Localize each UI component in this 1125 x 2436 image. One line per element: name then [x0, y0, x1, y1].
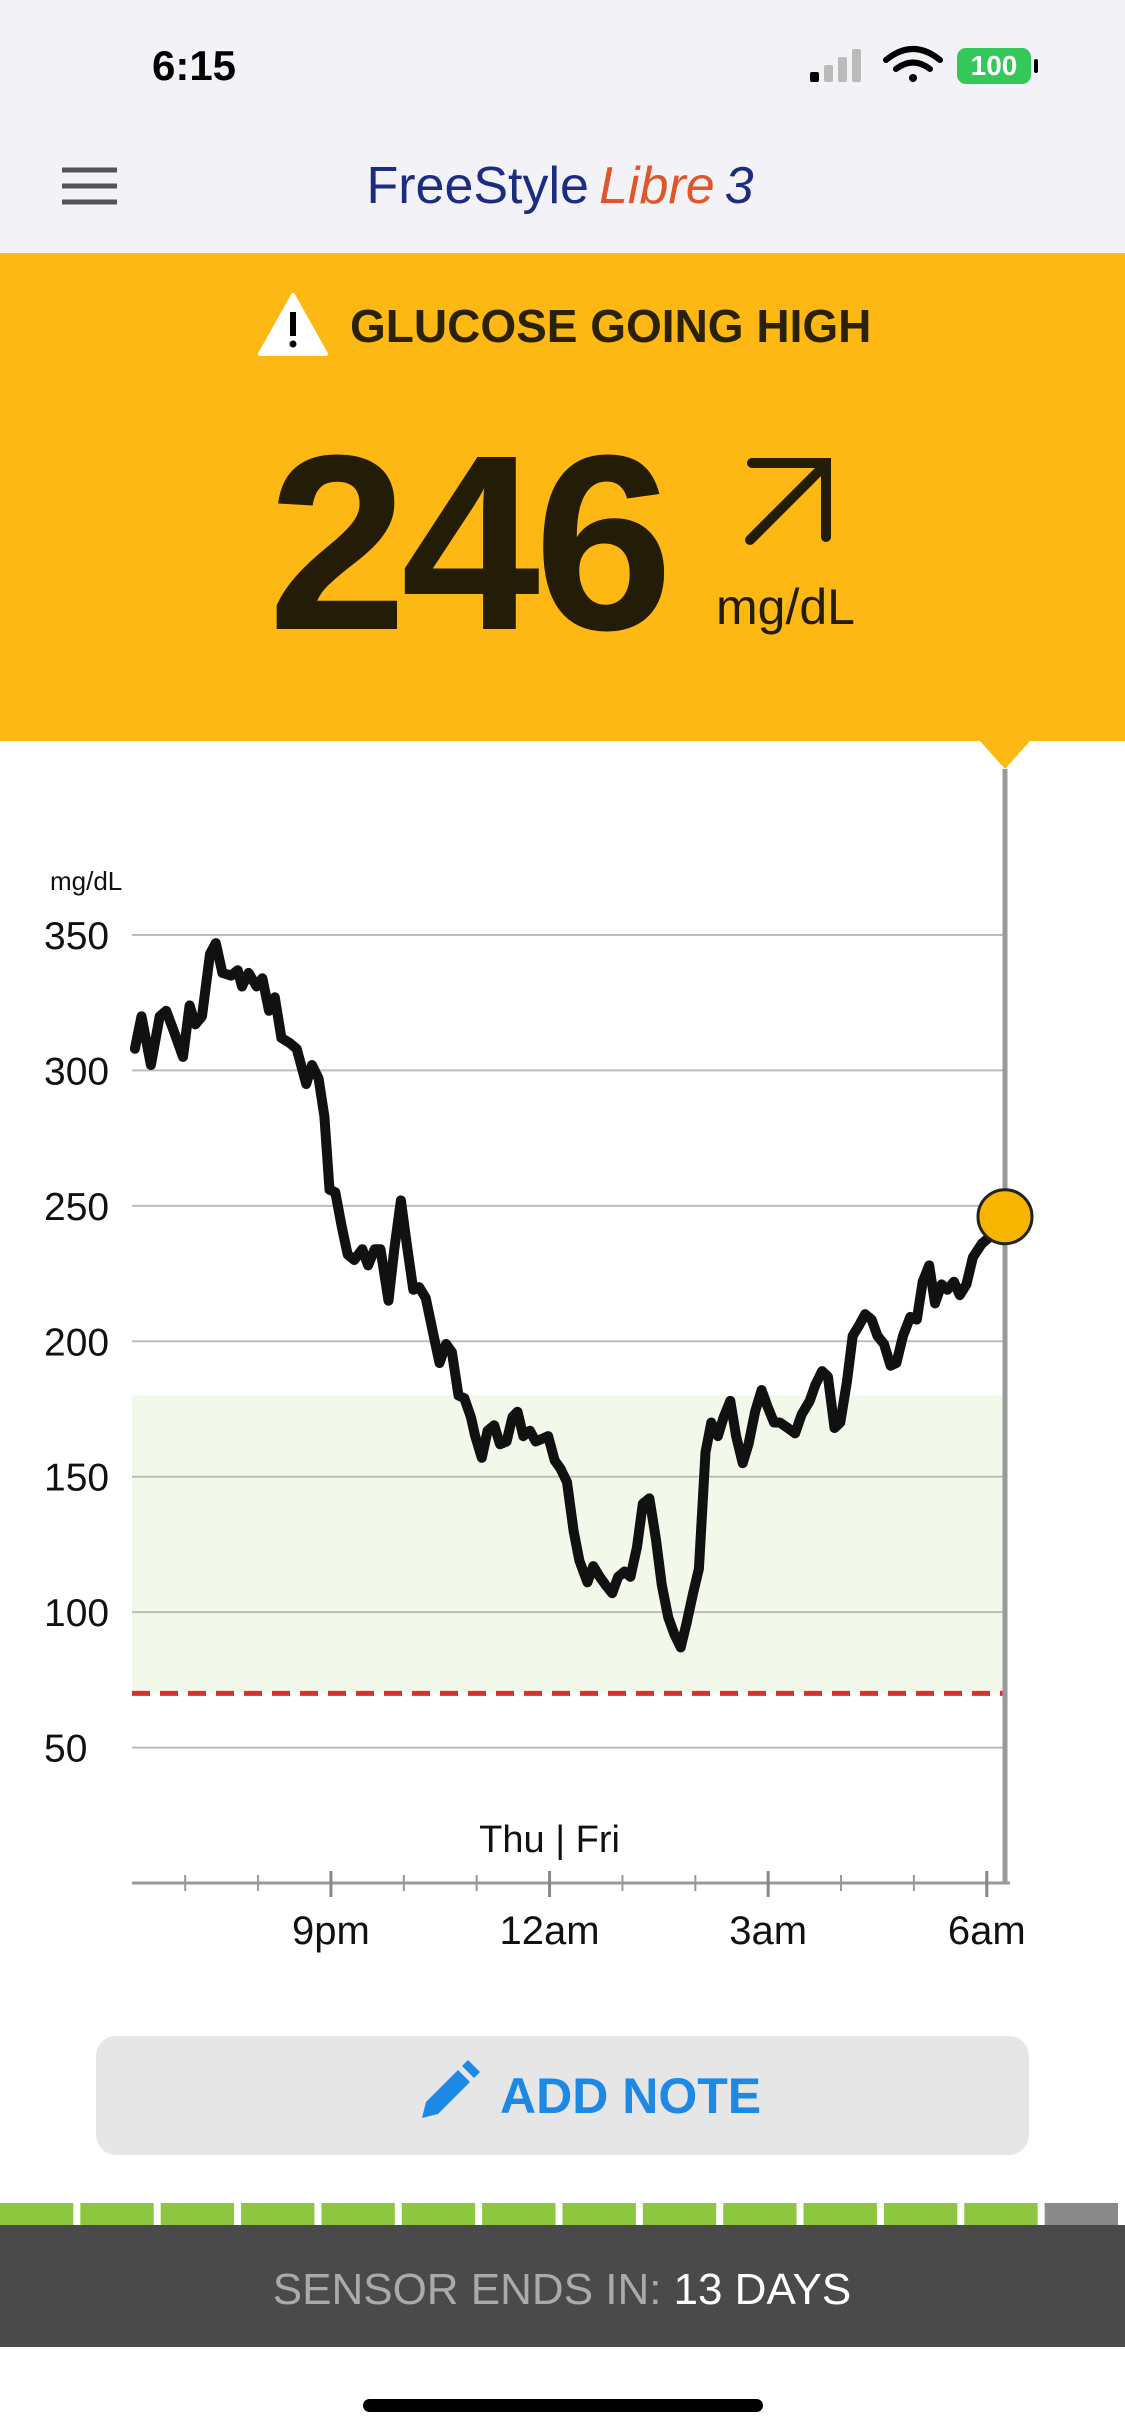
- pencil-icon: [422, 2060, 480, 2118]
- logo-part: 3: [725, 157, 754, 215]
- sensor-segment: [642, 2203, 717, 2225]
- glucose-chart: 50 100 150 200 250 300 350 mg/dL 9pm 12am 3am 6am Th…: [44, 769, 1034, 1953]
- menu-button[interactable]: [62, 167, 117, 205]
- sensor-segment: [401, 2203, 476, 2225]
- y-axis-unit: mg/dL: [50, 866, 122, 896]
- home-indicator: [363, 2399, 763, 2412]
- top-bar: [0, 0, 1125, 253]
- y-tick-label: 350: [44, 915, 109, 958]
- add-note-label[interactable]: ADD NOTE: [500, 2068, 761, 2124]
- sensor-text: SENSOR ENDS IN: 13 DAYS: [273, 2265, 851, 2314]
- sensor-segment: [723, 2203, 797, 2225]
- sensor-segment: [883, 2203, 958, 2225]
- status-time: 6:15: [152, 42, 236, 89]
- add-note-button[interactable]: [96, 2036, 1029, 2155]
- glucose-value: 246: [268, 403, 667, 682]
- sensor-label: SENSOR ENDS IN:: [273, 2265, 662, 2314]
- sensor-segment: [964, 2203, 1038, 2225]
- glucose-line: [129, 938, 1010, 1653]
- glucose-unit: mg/dL: [716, 579, 855, 635]
- sensor-segment: [1044, 2203, 1118, 2225]
- sensor-progress: [0, 2203, 1118, 2225]
- sensor-segment: [0, 2203, 74, 2225]
- y-tick-label: 300: [44, 1050, 109, 1093]
- alert-title: GLUCOSE GOING HIGH: [350, 300, 871, 352]
- logo-part: Libre: [599, 157, 715, 215]
- sensor-segment: [482, 2203, 556, 2225]
- y-tick-label: 100: [44, 1592, 109, 1635]
- y-tick-label: 150: [44, 1457, 109, 1500]
- y-tick-label: 50: [44, 1728, 87, 1771]
- sensor-value: 13 DAYS: [674, 2265, 852, 2314]
- sensor-segment: [80, 2203, 154, 2225]
- y-tick-label: 250: [44, 1186, 109, 1229]
- warning-icon: [258, 293, 328, 356]
- alert-banner: [0, 253, 1125, 741]
- x-tick-label: 12am: [500, 1909, 600, 1953]
- pointer: [980, 741, 1030, 769]
- sensor-segment: [241, 2203, 315, 2225]
- sensor-segment: [321, 2203, 395, 2225]
- sensor-segment: [803, 2203, 877, 2225]
- wifi-icon: [883, 46, 943, 82]
- x-tick-label: 9pm: [292, 1909, 370, 1953]
- sensor-segment: [562, 2203, 636, 2225]
- battery-level: 100: [971, 50, 1018, 81]
- x-tick-label: 6am: [948, 1909, 1026, 1953]
- trend-arrow: [745, 458, 831, 545]
- logo-part: FreeStyle: [366, 157, 589, 215]
- day-label: Thu | Fri: [479, 1819, 620, 1861]
- signal-icon: [810, 49, 861, 82]
- target-range: [132, 1395, 1005, 1694]
- battery-icon: 100: [957, 48, 1038, 84]
- sensor-bar: [0, 2225, 1125, 2347]
- y-tick-label: 200: [44, 1321, 109, 1364]
- x-tick-label: 3am: [729, 1909, 807, 1953]
- current-reading: [976, 1188, 1034, 1246]
- app-logo: FreeStyle Libre 3: [366, 157, 753, 215]
- sensor-segment: [160, 2203, 235, 2225]
